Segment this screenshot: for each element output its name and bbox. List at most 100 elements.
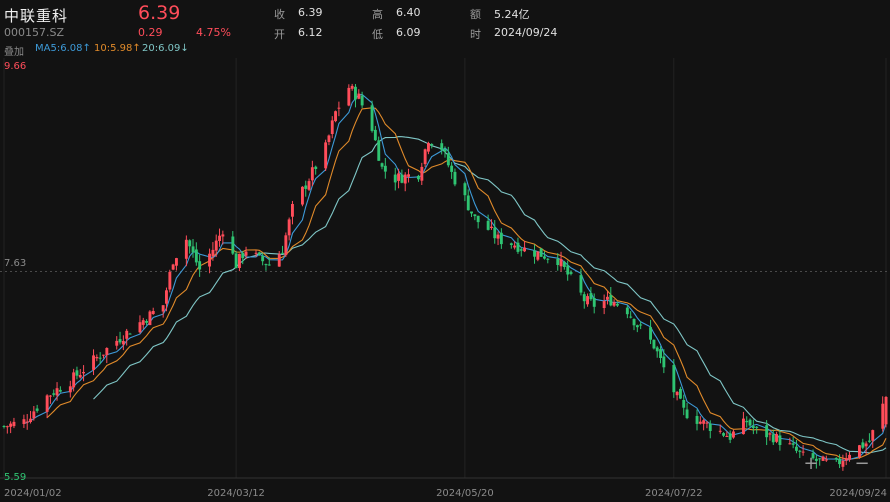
- candle-body: [407, 174, 410, 177]
- candle-body: [546, 258, 550, 260]
- zoom-in-button[interactable]: +: [803, 453, 819, 474]
- candle-body: [393, 174, 397, 183]
- candle-body: [118, 339, 122, 343]
- candle-body: [778, 435, 782, 445]
- x-tick-label: 2024/03/12: [207, 488, 265, 499]
- close-value: 6.39: [298, 6, 323, 19]
- candle-body: [427, 143, 430, 152]
- candle-body: [718, 430, 722, 432]
- candle-body: [307, 181, 311, 190]
- candle-body: [476, 215, 480, 223]
- high-label: 高: [372, 8, 383, 21]
- amount-value: 5.24亿: [494, 8, 530, 21]
- overlay-button[interactable]: 叠加: [4, 47, 24, 58]
- candle-body: [496, 234, 500, 239]
- candle-body: [175, 258, 178, 266]
- ma5-value: MA5:6.08↑: [35, 43, 91, 54]
- candle-body: [861, 442, 865, 448]
- time-label: 时: [470, 28, 481, 41]
- candle-body: [765, 425, 769, 438]
- candle-body: [350, 85, 354, 89]
- candle-body: [798, 450, 802, 452]
- candle-body: [625, 307, 629, 315]
- candle-body: [383, 165, 387, 172]
- candle-body: [291, 204, 294, 217]
- candle-body: [589, 293, 593, 300]
- candle-body: [261, 256, 265, 262]
- price-change-pct: 4.75%: [196, 26, 231, 39]
- candle-body: [221, 234, 225, 237]
- x-tick-label: 2024/09/24: [829, 488, 887, 499]
- candle-body: [556, 258, 560, 265]
- zoom-out-button[interactable]: −: [854, 453, 870, 474]
- candle-body: [377, 140, 381, 161]
- candle-body: [582, 294, 586, 302]
- candle-body: [824, 459, 828, 461]
- candle-body: [284, 235, 288, 256]
- ma10-value: 10:5.98↑: [94, 43, 141, 54]
- candle-body: [287, 219, 291, 236]
- candle-body: [430, 144, 434, 146]
- candle-body: [751, 426, 755, 428]
- candle-body: [490, 226, 493, 228]
- candle-body: [102, 354, 105, 356]
- candle-body: [165, 290, 168, 304]
- candle-body: [662, 356, 666, 368]
- candle-body: [277, 254, 281, 267]
- y-mid-label: 7.63: [4, 258, 27, 269]
- candle-body: [649, 327, 652, 340]
- candle-body: [655, 347, 659, 352]
- candle-body: [184, 239, 188, 259]
- candle-body: [566, 265, 570, 275]
- candle-body: [45, 395, 49, 412]
- candle-body: [728, 433, 732, 440]
- candle-body: [92, 355, 95, 370]
- candle-body: [844, 458, 848, 461]
- candle-body: [188, 240, 192, 247]
- candle-body: [702, 420, 706, 424]
- candle-body: [35, 408, 39, 411]
- candle-body: [559, 259, 563, 267]
- candle-body: [513, 245, 517, 248]
- ma5-legend: MA5:6.08↑: [35, 43, 91, 54]
- candle-body: [868, 440, 871, 442]
- candle-body: [301, 186, 304, 205]
- candle-body: [569, 272, 573, 274]
- candle-body: [775, 434, 778, 442]
- candle-body: [397, 173, 400, 181]
- candle-body: [486, 220, 490, 230]
- candle-body: [354, 86, 357, 100]
- candle-body: [466, 195, 470, 211]
- candle-body: [373, 129, 377, 141]
- candle-body: [267, 264, 271, 266]
- candle-body: [191, 246, 195, 253]
- open-value: 6.12: [298, 26, 323, 39]
- x-tick-label: 2024/07/22: [645, 488, 703, 499]
- candle-body: [745, 420, 749, 423]
- candle-body: [337, 107, 341, 109]
- candle-body: [72, 372, 76, 388]
- candle-body: [194, 249, 198, 263]
- close-label: 收: [274, 8, 285, 21]
- candle-body: [238, 253, 241, 268]
- candle-body: [370, 105, 374, 131]
- candle-body: [612, 302, 616, 306]
- last-price: 6.39: [138, 2, 181, 24]
- candle-body: [523, 247, 526, 252]
- candle-body: [562, 261, 566, 267]
- candle-body: [834, 457, 838, 460]
- candle-body: [742, 418, 745, 435]
- candle-body: [380, 163, 384, 167]
- candle-body: [755, 426, 759, 428]
- candle-body: [446, 153, 450, 166]
- candle-body: [281, 252, 284, 254]
- low-value: 6.09: [396, 26, 421, 39]
- candle-body: [722, 433, 725, 436]
- candle-body: [453, 171, 457, 185]
- candle-body: [884, 397, 888, 425]
- candle-body: [705, 422, 709, 424]
- candlestick-chart[interactable]: 2024/01/02 2024/03/12 2024/05/20 2024/07/22…: [0, 58, 890, 502]
- candle-body: [168, 271, 172, 290]
- x-tick-label: 2024/01/02: [4, 488, 62, 499]
- candle-body: [105, 348, 109, 356]
